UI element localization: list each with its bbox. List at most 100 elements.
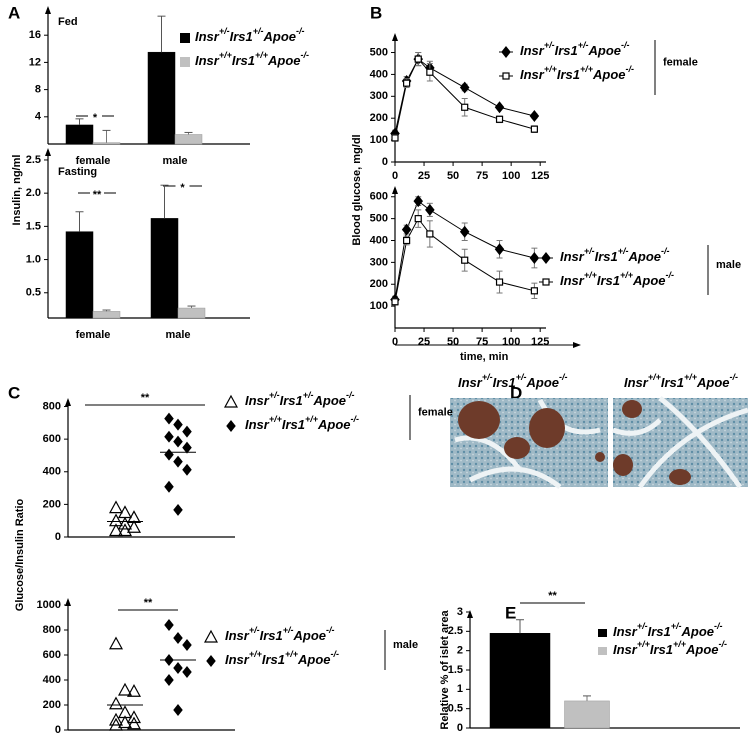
chart: 100 200 300 400 500 600 0 25 50 75 100 125 time, min…	[370, 186, 741, 363]
legend-marker	[206, 655, 216, 667]
point	[182, 639, 192, 651]
axis-arrow	[65, 598, 71, 606]
y-tick-label: 400	[370, 68, 388, 80]
y-tick-label: 1000	[37, 599, 61, 611]
panel-d: D Insr+/-Irs1+/-Apoe-/- Insr+/+Irs1+/+Ap…	[450, 372, 749, 489]
point	[461, 256, 469, 264]
panel-label: D	[510, 383, 522, 402]
point	[182, 441, 192, 454]
panel-label: C	[8, 383, 20, 402]
point	[413, 195, 423, 208]
point	[173, 632, 183, 644]
bar	[147, 51, 176, 145]
bar	[564, 700, 610, 729]
significance-label: *	[93, 112, 98, 124]
x-tick-label: 25	[418, 170, 430, 182]
y-tick-label: 500	[370, 46, 388, 58]
y-tick-label: 600	[43, 649, 61, 661]
point	[164, 674, 174, 686]
axis-arrow	[573, 342, 581, 348]
y-tick-label: 400	[370, 234, 388, 246]
bar	[65, 124, 94, 145]
point	[126, 716, 142, 730]
point	[117, 516, 133, 530]
x-tick-label: 100	[502, 336, 520, 348]
legend-marker	[502, 72, 510, 80]
point	[164, 448, 174, 461]
point	[173, 662, 183, 674]
x-tick-label: 100	[502, 170, 520, 182]
point	[529, 252, 540, 264]
y-tick-label: 12	[29, 56, 41, 68]
axis-arrow	[392, 33, 398, 41]
point	[117, 505, 133, 519]
subtitle: Fasting	[58, 166, 97, 178]
y-tick-label: 100	[370, 300, 388, 312]
y-tick-label: 0	[457, 722, 463, 734]
y-tick-label: 800	[43, 624, 61, 636]
bar	[92, 311, 121, 319]
axis-arrow	[65, 398, 71, 406]
x-tick-label: 0	[392, 336, 398, 348]
point	[530, 125, 538, 133]
legend-marker	[542, 278, 550, 286]
point	[117, 523, 133, 537]
point	[403, 236, 411, 245]
legend-label: Insr+/+Irs1+/+Apoe-/-	[225, 649, 339, 667]
point	[164, 619, 174, 631]
bar	[174, 134, 203, 145]
y-tick-label: 3	[457, 606, 463, 618]
point	[494, 101, 505, 114]
legend-swatch	[598, 647, 607, 655]
image-label: Insr+/+Irs1+/+Apoe-/-	[624, 372, 738, 390]
y-tick-label: 1.5	[26, 220, 41, 232]
x-tick-label: 50	[447, 170, 459, 182]
group-label: female	[418, 406, 453, 418]
y-tick-label: 300	[370, 90, 388, 102]
y-axis-label: Glucose/Insulin Ratio	[14, 498, 26, 611]
point	[182, 463, 192, 476]
y-tick-label: 16	[29, 29, 41, 41]
y-tick-label: 1.5	[448, 664, 463, 676]
point	[495, 115, 504, 123]
y-tick-label: 600	[43, 433, 61, 445]
point	[164, 430, 174, 443]
y-tick-label: 2.0	[26, 187, 41, 199]
significance-label: **	[93, 189, 102, 201]
significance-label: **	[141, 392, 150, 404]
y-tick-label: 0	[55, 531, 61, 543]
axis-arrow	[392, 186, 398, 194]
point	[173, 435, 183, 448]
point	[414, 55, 422, 63]
y-tick-label: 0	[55, 724, 61, 736]
legend-marker	[226, 420, 236, 432]
legend-swatch	[180, 33, 190, 43]
legend-label: Insr+/-Irs1+/-Apoe-/-	[195, 26, 305, 44]
bar	[177, 307, 206, 319]
panel-label: E	[505, 603, 516, 622]
y-tick-label: 0.5	[448, 703, 463, 715]
legend-label: Insr+/-Irs1+/-Apoe-/-	[613, 621, 723, 639]
point	[494, 243, 505, 256]
y-tick-label: 2.5	[26, 154, 41, 166]
chart: 4 8 12 16 A Fed Insulin, ng/ml * Insr+/-Irs1+/-A…	[8, 3, 309, 225]
y-tick-label: 400	[43, 466, 61, 478]
legend-marker	[223, 394, 239, 408]
point	[401, 223, 412, 236]
point	[426, 230, 434, 238]
image-label: Insr+/-Irs1+/-Apoe-/-	[458, 372, 568, 390]
x-tick-label: male	[162, 155, 187, 167]
point	[391, 298, 399, 306]
point	[426, 68, 434, 76]
legend-label: Insr+/-Irs1+/-Apoe-/-	[245, 390, 355, 408]
point	[173, 455, 183, 468]
legend-label: Insr+/+Irs1+/+Apoe-/-	[245, 414, 359, 432]
chart: 0 200 400 600 800 C Glucose/Insulin Ratio ** Ins…	[8, 383, 453, 611]
point	[108, 696, 124, 710]
micrograph	[612, 396, 749, 489]
legend-marker	[203, 629, 219, 643]
legend-label: Insr+/-Irs1+/-Apoe-/-	[520, 40, 630, 58]
group-label: male	[716, 259, 741, 271]
point	[425, 203, 435, 216]
